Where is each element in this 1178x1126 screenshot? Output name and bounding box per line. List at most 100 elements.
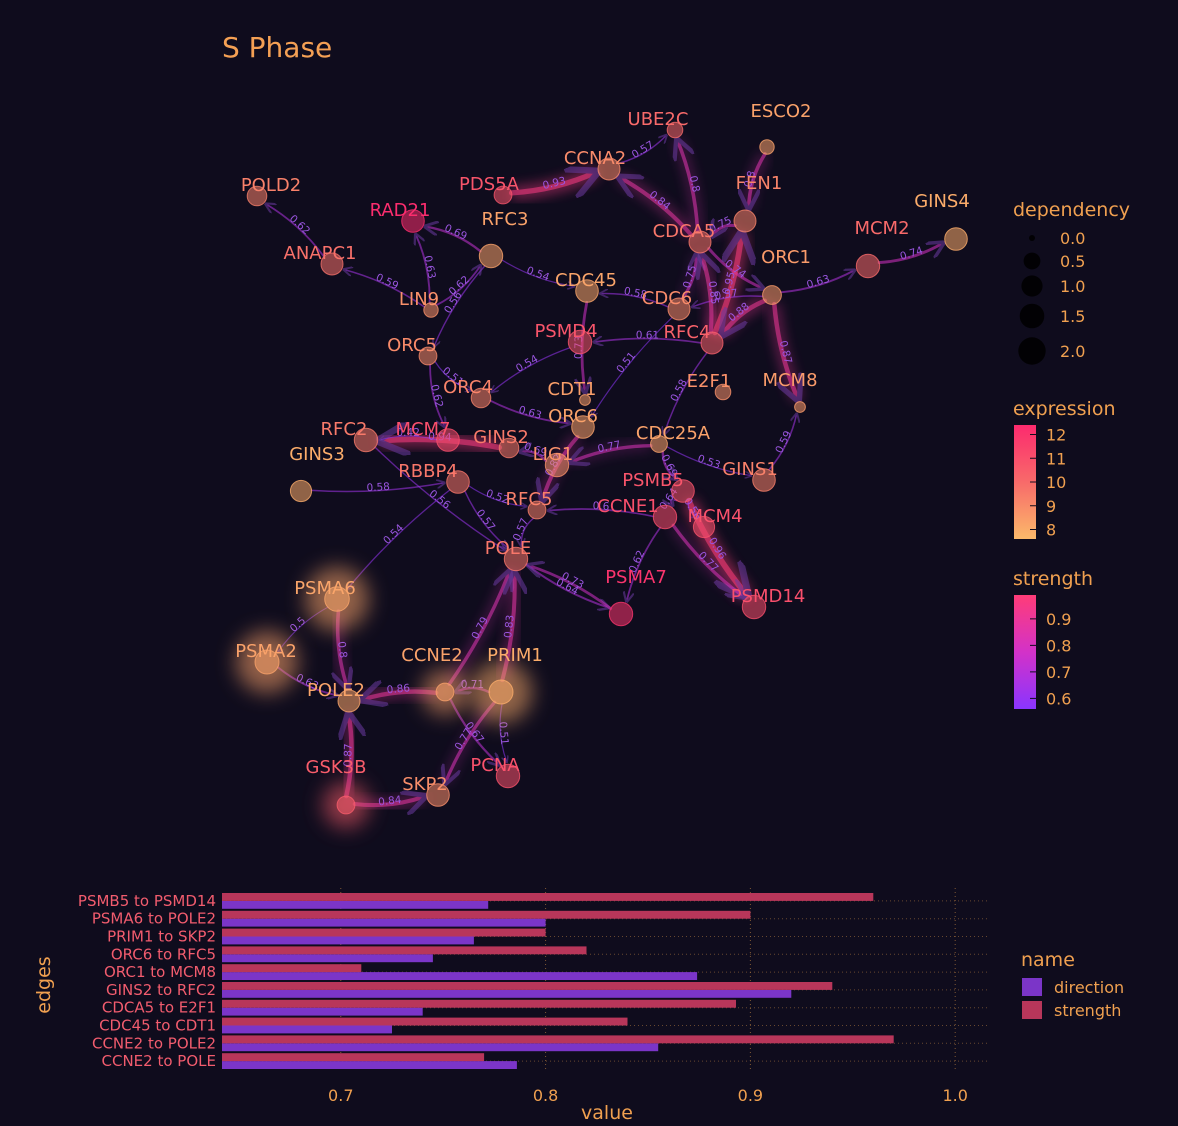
node-psma6 [324,586,350,612]
legend-expression-tick-label: 12 [1046,426,1066,445]
bar-direction-orc1-to-mcm8 [222,972,698,980]
node-cdt1 [579,394,591,406]
edge-orc5-mcm7 [429,363,445,427]
edge-ccne1-psma7 [627,526,662,602]
edge-orc1-mcm2 [780,270,855,294]
edge-weight-label: 0.6 [592,500,610,513]
node-label-psmb5: PSMB5 [622,470,684,491]
bar-chart-category-label: CCNE2 to POLE2 [92,1034,216,1052]
bar-direction-prim1-to-skp2 [222,936,474,945]
edge-weight-label: 0.5 [288,615,308,635]
legend-dependency-marker [1018,337,1046,365]
legend-strength-title: strength [1013,568,1093,590]
bar-chart-x-tick-label: 0.7 [328,1086,353,1105]
edge-weight-label: 0.8 [742,170,758,189]
edge-cdc25a-gins1 [666,446,752,476]
node-label-gins4: GINS4 [914,191,970,212]
edge-cdc6-orc6 [591,316,673,417]
legend-dependency-label: 0.0 [1060,229,1085,248]
node-cdc25a [650,435,668,453]
edge-weight-label: 0.54 [514,353,541,375]
edge-weight-label: 0.62 [428,383,445,409]
node-label-pold2: POLD2 [241,175,301,196]
bar-chart-category-label: PSMB5 to PSMD14 [78,892,216,910]
edge-psma7-pole [528,565,613,610]
edge-weight-label: 0.84 [378,794,403,808]
edge-weight-label: 0.51 [614,350,638,376]
bar-strength-psma6-to-pole2 [222,910,751,919]
legend-dependency-marker [1021,275,1043,297]
edge-lin9-rfc3 [435,265,481,307]
legend-dependency-title: dependency [1013,199,1130,221]
edge-psmb5-mcm4 [687,500,697,516]
node-rfc3 [478,243,504,269]
node-label-psma7: PSMA7 [605,567,667,588]
edge-orc4-orc6 [489,399,570,424]
legend-dependency-marker [1023,252,1041,270]
node-cdc6 [667,297,691,321]
legend-strength-tick-label: 0.7 [1046,663,1071,682]
node-label-mcm2: MCM2 [854,218,909,239]
node-psmd14 [741,594,767,620]
node-ccne1 [652,504,678,530]
node-label-orc5: ORC5 [387,335,437,356]
edge-weight-label: 0.62 [287,213,312,238]
node-label-ccne1: CCNE1 [597,496,658,517]
bar-direction-psmb5-to-psmd14 [222,900,489,909]
legend-strength: strength 0.9 0.8 0.7 0.6 [1013,568,1093,709]
node-label-cdc6: CDC6 [642,288,692,309]
bar-direction-orc6-to-rfc5 [222,954,433,963]
node-skp2 [426,783,450,807]
edge-cdc6-cdc45 [600,294,669,308]
bar-chart-category-label: CCNE2 to POLE [102,1052,216,1070]
node-label-mcm4: MCM4 [687,506,742,527]
node-label-rfc2: RFC2 [321,419,368,440]
node-psmd4 [567,329,593,355]
bar-chart-category-label: PRIM1 to SKP2 [107,928,216,946]
bar-direction-ccne2-to-pole [222,1061,517,1069]
node-label-psmd4: PSMD4 [534,321,597,342]
node-mcm8 [794,401,806,413]
edge-weight-label: 0.77 [597,439,622,455]
node-ccne2 [435,682,455,702]
edge-mcm2-gins4 [877,243,943,265]
node-label-mcm8: MCM8 [762,370,817,391]
bar-chart-x-ticks: 0.7 0.8 0.9 1.0 [328,1086,968,1105]
bar-chart-x-axis-label: value [581,1102,633,1124]
edge-rfc5-pole [521,517,535,546]
node-orc4 [470,387,492,409]
node-label-anapc1: ANAPC1 [284,243,357,264]
legend-name-swatch-strength [1022,1001,1042,1019]
node-gsk3b [336,795,356,815]
edge-weight-label: 0.59 [374,272,400,293]
node-label-gins1: GINS1 [722,459,778,480]
edge-cdca5-ccna2 [619,177,694,238]
node-ube2c [666,121,684,139]
legend-dependency-label: 0.5 [1060,252,1085,271]
bar-strength-cdca5-to-e2f1 [222,999,736,1008]
node-label-gsk3b: GSK3B [306,757,367,778]
edge-cdc25a-lig1 [570,444,653,463]
legend-name-swatch-direction [1022,978,1042,996]
edge-esco2-fen1 [749,152,767,209]
legend-strength-tick-label: 0.9 [1046,610,1071,629]
node-mcm2 [855,253,881,279]
legend-strength-tick-label: 0.6 [1046,689,1071,708]
legend-dependency-label: 1.0 [1060,277,1085,296]
edge-lig1-gins2 [520,451,548,463]
edge-weight-label: 0.53 [696,453,722,472]
bar-chart-x-tick-label: 0.9 [738,1086,763,1105]
node-label-ube2c: UBE2C [628,109,689,130]
node-label-pole: POLE [485,538,531,559]
edge-weight-label: 0.87 [777,339,794,365]
legend-expression: expression 12 11 10 9 8 [1013,398,1116,540]
node-gins1 [752,468,776,492]
node-rad21 [401,209,425,233]
edge-mcm7-rfc2 [380,435,438,440]
edge-weight-label: 0.63 [421,254,437,279]
node-label-orc1: ORC1 [761,247,811,268]
node-orc1 [762,285,782,305]
node-layer [246,121,968,815]
edge-weight-label: 0.74 [899,244,925,262]
